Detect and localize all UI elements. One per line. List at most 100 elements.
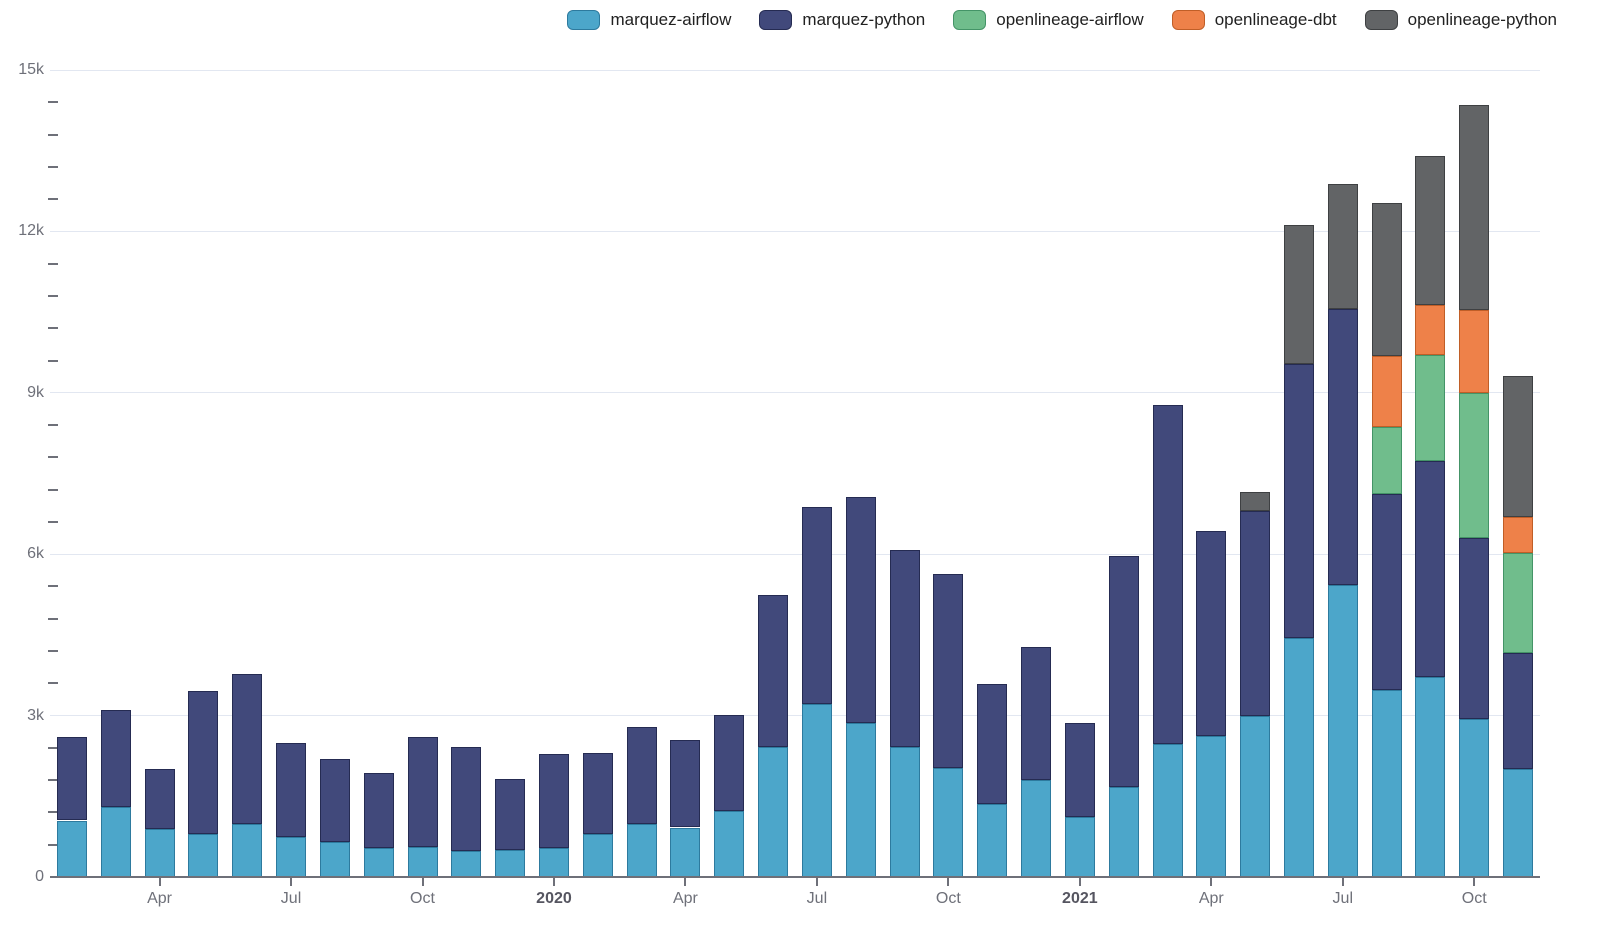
- bar-segment-marquez-python[interactable]: [1503, 653, 1534, 769]
- bar-segment-marquez-airflow[interactable]: [714, 810, 745, 877]
- y-axis-minor-tick: [48, 327, 58, 330]
- bar-segment-marquez-python[interactable]: [188, 691, 219, 834]
- bar-segment-marquez-python[interactable]: [451, 747, 482, 852]
- bar-segment-marquez-python[interactable]: [1459, 538, 1490, 719]
- bar-segment-marquez-python[interactable]: [363, 772, 394, 849]
- bar-segment-openlineage-python[interactable]: [1283, 224, 1314, 365]
- bar-segment-marquez-airflow[interactable]: [670, 827, 701, 877]
- legend-label: openlineage-airflow: [996, 10, 1144, 29]
- bar-segment-marquez-airflow[interactable]: [56, 820, 87, 877]
- bar-segment-marquez-airflow[interactable]: [1064, 817, 1095, 877]
- bar-segment-marquez-python[interactable]: [714, 714, 745, 811]
- bar-segment-marquez-python[interactable]: [56, 737, 87, 821]
- bar-segment-marquez-airflow[interactable]: [1283, 638, 1314, 877]
- bar-segment-openlineage-python[interactable]: [1503, 376, 1534, 517]
- bar-segment-marquez-python[interactable]: [1021, 647, 1052, 781]
- bar-segment-marquez-python[interactable]: [100, 710, 131, 808]
- bar-segment-marquez-python[interactable]: [1327, 308, 1358, 586]
- y-axis-minor-tick: [48, 133, 58, 136]
- legend-item-openlineage-dbt[interactable]: openlineage-dbt: [1171, 10, 1337, 30]
- bar-segment-marquez-airflow[interactable]: [1240, 715, 1271, 877]
- bar-segment-marquez-airflow[interactable]: [1327, 585, 1358, 877]
- bar-segment-openlineage-python[interactable]: [1240, 492, 1271, 511]
- bar-segment-marquez-airflow[interactable]: [845, 722, 876, 877]
- bar-segment-marquez-airflow[interactable]: [758, 746, 789, 877]
- y-axis-minor-tick: [48, 456, 58, 459]
- y-gridline: [50, 553, 1540, 555]
- bar-segment-marquez-python[interactable]: [407, 736, 438, 847]
- bar-segment-marquez-python[interactable]: [1415, 461, 1446, 677]
- legend-item-openlineage-python[interactable]: openlineage-python: [1364, 10, 1557, 30]
- bar-segment-marquez-airflow[interactable]: [889, 747, 920, 877]
- y-axis-tick-label: 9k: [27, 383, 44, 401]
- bar-segment-marquez-airflow[interactable]: [538, 848, 569, 877]
- y-axis-tick-label: 3k: [27, 706, 44, 724]
- y-axis-minor-tick: [48, 682, 58, 685]
- bar-segment-marquez-python[interactable]: [319, 759, 350, 843]
- bar-segment-marquez-airflow[interactable]: [1196, 735, 1227, 877]
- bar-segment-marquez-airflow[interactable]: [451, 851, 482, 877]
- bar-segment-marquez-python[interactable]: [933, 574, 964, 768]
- bar-segment-marquez-airflow[interactable]: [1371, 689, 1402, 877]
- x-axis-tick: [1341, 878, 1344, 886]
- bar-segment-openlineage-dbt[interactable]: [1371, 356, 1402, 427]
- bar-segment-marquez-python[interactable]: [889, 549, 920, 748]
- y-gridline: [50, 715, 1540, 717]
- bar-segment-marquez-python[interactable]: [495, 778, 526, 850]
- bar-segment-openlineage-airflow[interactable]: [1503, 553, 1534, 654]
- bar-segment-marquez-python[interactable]: [801, 507, 832, 705]
- bar-segment-marquez-airflow[interactable]: [407, 846, 438, 877]
- bar-segment-marquez-airflow[interactable]: [363, 848, 394, 877]
- bar-segment-marquez-python[interactable]: [1108, 555, 1139, 788]
- bar-segment-marquez-airflow[interactable]: [1152, 743, 1183, 877]
- legend-label: openlineage-python: [1407, 10, 1557, 29]
- bar-segment-marquez-python[interactable]: [232, 673, 263, 825]
- bar-segment-marquez-python[interactable]: [1371, 494, 1402, 690]
- bar-segment-marquez-airflow[interactable]: [801, 704, 832, 877]
- bar-segment-openlineage-airflow[interactable]: [1371, 426, 1402, 495]
- bar-segment-openlineage-airflow[interactable]: [1459, 392, 1490, 539]
- bar-segment-marquez-airflow[interactable]: [144, 828, 175, 877]
- bar-segment-marquez-python[interactable]: [670, 740, 701, 828]
- bar-segment-marquez-airflow[interactable]: [582, 834, 613, 877]
- x-axis-tick: [815, 878, 818, 886]
- bar-segment-marquez-python[interactable]: [276, 742, 307, 837]
- bar-segment-openlineage-python[interactable]: [1459, 104, 1490, 311]
- bar-segment-marquez-python[interactable]: [626, 726, 657, 825]
- bar-segment-openlineage-python[interactable]: [1371, 203, 1402, 357]
- bar-segment-openlineage-dbt[interactable]: [1503, 516, 1534, 554]
- bar-segment-marquez-python[interactable]: [538, 753, 569, 849]
- bar-segment-marquez-python[interactable]: [582, 752, 613, 835]
- bar-segment-openlineage-python[interactable]: [1327, 183, 1358, 309]
- bar-segment-marquez-airflow[interactable]: [495, 849, 526, 877]
- bar-segment-marquez-airflow[interactable]: [276, 836, 307, 877]
- legend-item-openlineage-airflow[interactable]: openlineage-airflow: [953, 10, 1144, 30]
- bar-segment-marquez-airflow[interactable]: [933, 767, 964, 877]
- bar-segment-marquez-airflow[interactable]: [1459, 718, 1490, 877]
- bar-segment-marquez-airflow[interactable]: [188, 833, 219, 877]
- bar-segment-marquez-python[interactable]: [1196, 531, 1227, 736]
- bar-segment-marquez-python[interactable]: [1283, 364, 1314, 639]
- bar-segment-openlineage-python[interactable]: [1415, 156, 1446, 306]
- bar-segment-marquez-airflow[interactable]: [1021, 780, 1052, 877]
- bar-segment-marquez-python[interactable]: [144, 769, 175, 829]
- bar-segment-marquez-airflow[interactable]: [1503, 768, 1534, 877]
- bar-segment-marquez-python[interactable]: [1064, 722, 1095, 818]
- bar-segment-marquez-python[interactable]: [845, 496, 876, 723]
- bar-segment-openlineage-dbt[interactable]: [1415, 305, 1446, 356]
- bar-segment-openlineage-dbt[interactable]: [1459, 310, 1490, 393]
- bar-segment-openlineage-airflow[interactable]: [1415, 355, 1446, 462]
- bar-segment-marquez-airflow[interactable]: [232, 824, 263, 877]
- bar-segment-marquez-airflow[interactable]: [626, 824, 657, 877]
- legend-item-marquez-python[interactable]: marquez-python: [759, 10, 925, 30]
- bar-segment-marquez-airflow[interactable]: [100, 807, 131, 877]
- bar-segment-marquez-airflow[interactable]: [977, 804, 1008, 877]
- legend-item-marquez-airflow[interactable]: marquez-airflow: [567, 10, 731, 30]
- bar-segment-marquez-python[interactable]: [977, 684, 1008, 805]
- bar-segment-marquez-airflow[interactable]: [1108, 787, 1139, 877]
- bar-segment-marquez-airflow[interactable]: [1415, 676, 1446, 877]
- bar-segment-marquez-python[interactable]: [1152, 405, 1183, 744]
- bar-segment-marquez-python[interactable]: [758, 595, 789, 747]
- bar-segment-marquez-airflow[interactable]: [319, 842, 350, 877]
- bar-segment-marquez-python[interactable]: [1240, 510, 1271, 716]
